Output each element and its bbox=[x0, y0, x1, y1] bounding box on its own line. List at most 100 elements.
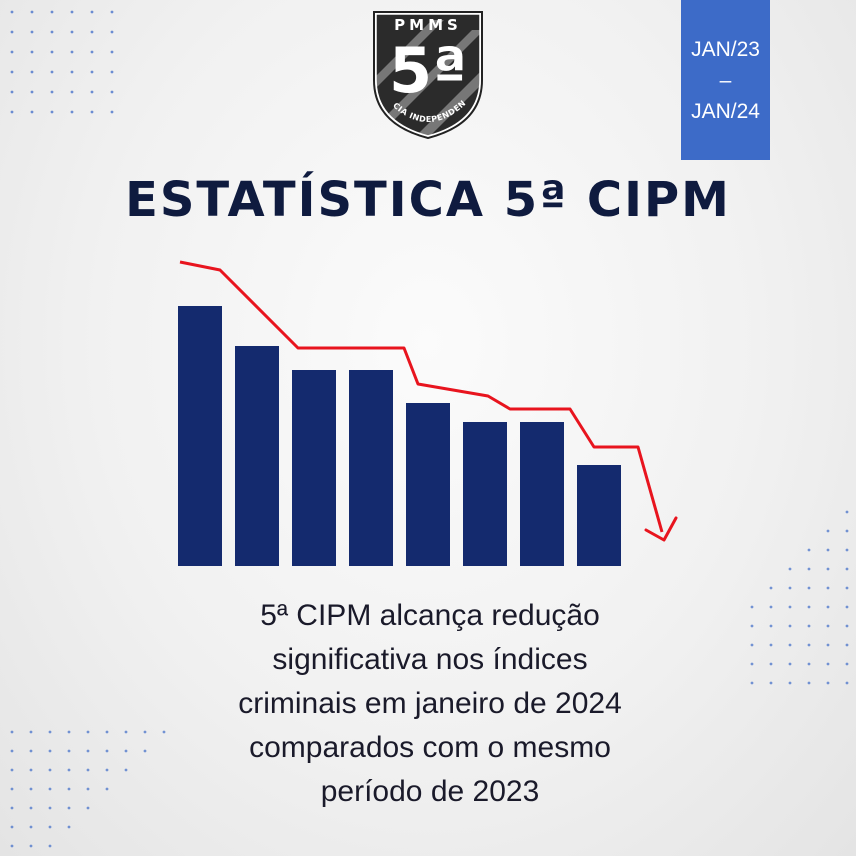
decorative-dot bbox=[807, 643, 811, 647]
decorative-dot bbox=[30, 50, 34, 54]
decorative-dot bbox=[750, 681, 754, 685]
decorative-dot bbox=[29, 749, 33, 753]
decorative-dot bbox=[10, 787, 14, 791]
decorative-dot bbox=[48, 730, 52, 734]
caption-line: significativa nos índices bbox=[272, 643, 588, 676]
decorative-dot bbox=[788, 586, 792, 590]
decorative-dot bbox=[110, 10, 114, 14]
logo-top-text: PMMS bbox=[394, 16, 462, 34]
decorative-dot bbox=[750, 624, 754, 628]
decorative-dot bbox=[788, 681, 792, 685]
dot-pattern-bottom-left bbox=[10, 730, 166, 848]
decorative-dot bbox=[105, 730, 109, 734]
decorative-dot bbox=[86, 730, 90, 734]
decorative-dot bbox=[769, 586, 773, 590]
chart-bar bbox=[520, 422, 564, 566]
decorative-dot bbox=[788, 624, 792, 628]
decorative-dot bbox=[788, 605, 792, 609]
decorative-dot bbox=[29, 768, 33, 772]
decorative-dot bbox=[67, 806, 71, 810]
decorative-dot bbox=[48, 806, 52, 810]
decorative-dot bbox=[845, 681, 849, 685]
decorative-dot bbox=[29, 787, 33, 791]
decorative-dot bbox=[70, 110, 74, 114]
decorative-dot bbox=[807, 605, 811, 609]
decorative-dot bbox=[50, 50, 54, 54]
decorative-dot bbox=[10, 30, 14, 34]
decorative-dot bbox=[143, 749, 147, 753]
decorative-dot bbox=[143, 730, 147, 734]
decorative-dot bbox=[807, 624, 811, 628]
decorative-dot bbox=[70, 70, 74, 74]
decorative-dot bbox=[48, 787, 52, 791]
decorative-dot bbox=[845, 662, 849, 666]
decorative-dot bbox=[29, 730, 33, 734]
decorative-dot bbox=[29, 825, 33, 829]
decorative-dot bbox=[10, 844, 14, 848]
decorative-dot bbox=[10, 110, 14, 114]
decorative-dot bbox=[86, 806, 90, 810]
decorative-dot bbox=[10, 825, 14, 829]
decorative-dot bbox=[30, 90, 34, 94]
decorative-dot bbox=[807, 586, 811, 590]
decorative-dot bbox=[826, 529, 830, 533]
decorative-dot bbox=[30, 70, 34, 74]
decorative-dot bbox=[769, 643, 773, 647]
decorative-dot bbox=[90, 70, 94, 74]
dot-pattern-right bbox=[750, 510, 849, 685]
decorative-dot bbox=[162, 730, 166, 734]
decorative-dot bbox=[10, 70, 14, 74]
decorative-dot bbox=[826, 586, 830, 590]
decorative-dot bbox=[30, 10, 34, 14]
decorative-dot bbox=[110, 70, 114, 74]
decorative-dot bbox=[769, 605, 773, 609]
decorative-dot bbox=[124, 749, 128, 753]
decorative-dot bbox=[124, 730, 128, 734]
decorative-dot bbox=[67, 749, 71, 753]
decorative-dot bbox=[90, 10, 94, 14]
decorative-dot bbox=[826, 624, 830, 628]
decorative-dot bbox=[826, 567, 830, 571]
decorative-dot bbox=[807, 681, 811, 685]
decorative-dot bbox=[90, 110, 94, 114]
decorative-dot bbox=[50, 70, 54, 74]
decorative-dot bbox=[30, 30, 34, 34]
decorative-dot bbox=[807, 567, 811, 571]
decorative-dot bbox=[90, 90, 94, 94]
decorative-dot bbox=[105, 749, 109, 753]
decorative-dot bbox=[105, 768, 109, 772]
date-range-badge: JAN/23 – JAN/24 bbox=[681, 0, 770, 160]
decorative-dot bbox=[70, 90, 74, 94]
decorative-dot bbox=[10, 50, 14, 54]
chart-bar bbox=[292, 370, 336, 566]
decorative-dot bbox=[845, 567, 849, 571]
decorative-dot bbox=[826, 605, 830, 609]
decorative-dot bbox=[769, 681, 773, 685]
decorative-dot bbox=[67, 730, 71, 734]
decorative-dot bbox=[48, 768, 52, 772]
decorative-dot bbox=[750, 643, 754, 647]
decorative-dot bbox=[70, 10, 74, 14]
decorative-dot bbox=[86, 749, 90, 753]
decorative-dot bbox=[10, 730, 14, 734]
date-separator: – bbox=[719, 68, 732, 92]
decorative-dot bbox=[50, 110, 54, 114]
decorative-dot bbox=[845, 510, 849, 514]
chart-bar bbox=[178, 306, 222, 566]
logo-number: 5ª bbox=[388, 34, 468, 107]
decorative-dot bbox=[845, 548, 849, 552]
decorative-dot bbox=[29, 806, 33, 810]
decorative-dot bbox=[750, 605, 754, 609]
chart-bar bbox=[577, 465, 621, 566]
decorative-dot bbox=[807, 548, 811, 552]
bar-chart bbox=[178, 260, 678, 566]
decorative-dot bbox=[807, 662, 811, 666]
page-title: ESTATÍSTICA 5ª CIPM bbox=[125, 172, 731, 228]
chart-bar bbox=[463, 422, 507, 566]
decorative-dot bbox=[10, 749, 14, 753]
date-end: JAN/24 bbox=[691, 99, 760, 123]
decorative-dot bbox=[769, 624, 773, 628]
decorative-dot bbox=[70, 30, 74, 34]
caption-line: comparados com o mesmo bbox=[249, 731, 611, 764]
caption-line: criminais em janeiro de 2024 bbox=[238, 687, 622, 720]
